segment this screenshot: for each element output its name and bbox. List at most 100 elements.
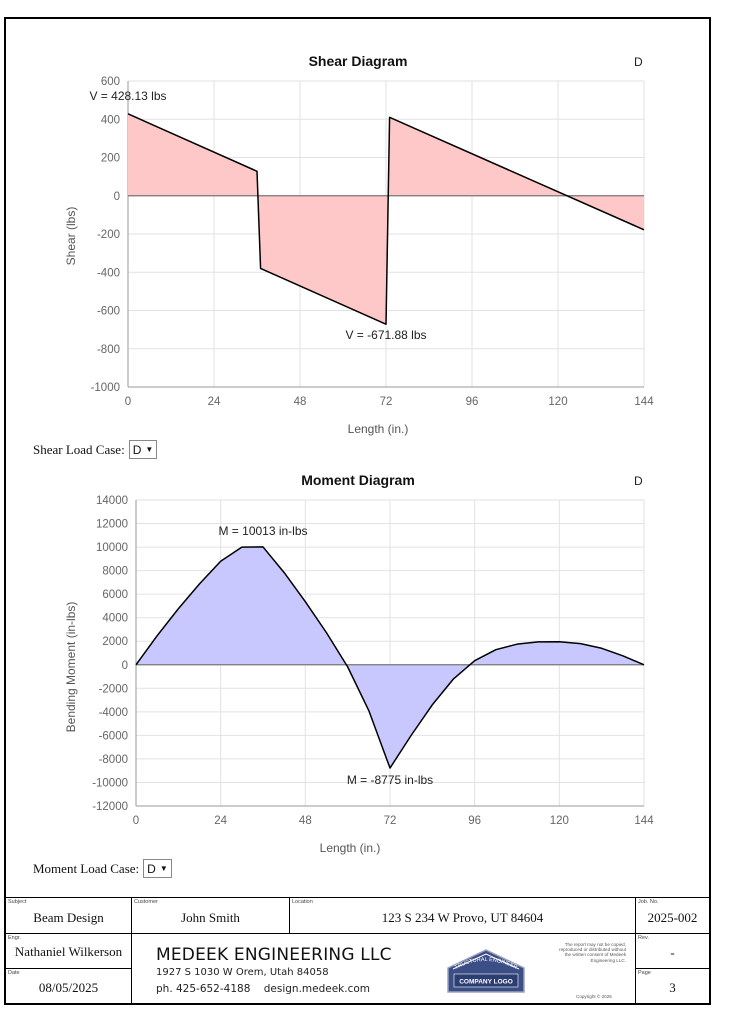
moment-x-tick-label: 120 [550,815,569,827]
moment-y-axis-label: Bending Moment (in-lbs) [64,602,78,733]
revision-cell: Rev. - [636,934,709,969]
moment-x-tick-label: 72 [384,815,397,827]
shear-y-tick-label: -1000 [91,382,120,394]
shear-annotation: V = 428.13 lbs [89,89,166,103]
shear-annotation: V = -671.88 lbs [345,328,426,342]
moment-x-tick-label: 144 [634,815,654,827]
job-number-caption: Job. No. [638,899,659,905]
job-number-value: 2025-002 [647,910,698,925]
shear-chart-title: Shear Diagram [309,53,408,69]
page-caption: Page [638,970,651,976]
page-cell: Page 3 [636,969,709,1004]
company-phone: ph. 425-652-4188 [156,983,251,995]
shear-chart: Shear Diagram D Length (in.) Shear (lbs)… [6,49,709,444]
moment-y-tick-label: 14000 [96,495,128,507]
subject-cell: Subject Beam Design [6,898,132,934]
shear-y-tick-label: 400 [101,114,120,126]
moment-y-tick-label: -12000 [92,801,128,813]
chevron-down-icon: ▼ [145,445,154,454]
moment-chart-title: Moment Diagram [301,472,415,488]
moment-load-case-label: Moment Load Case: [33,860,140,876]
customer-cell: Customer John Smith [132,898,290,934]
company-website[interactable]: design.medeek.com [263,983,371,995]
moment-load-case-select[interactable]: D ▼ [143,859,172,878]
shear-load-case: Shear Load Case: D ▼ [33,440,158,459]
date-value: 08/05/2025 [38,980,99,995]
moment-y-tick-label: -2000 [99,683,128,695]
shear-x-tick-label: 48 [294,396,307,408]
shear-load-case-select[interactable]: D ▼ [128,440,158,459]
chevron-down-icon: ▼ [159,864,168,873]
location-cell: Location 123 S 234 W Provo, UT 84604 [290,898,636,934]
shear-y-tick-label: -200 [97,229,120,241]
date-caption: Date [8,970,20,976]
shear-y-tick-label: 0 [114,191,120,203]
copy-notice: The report may not be copied, reproduced… [559,942,626,963]
shear-x-tick-label: 96 [466,396,479,408]
shear-x-tick-label: 24 [208,396,221,408]
location-value: 123 S 234 W Provo, UT 84604 [381,910,544,925]
customer-caption: Customer [134,899,158,905]
shear-case-tag: D [634,55,643,69]
shear-y-tick-label: -600 [97,306,120,318]
moment-y-tick-label: 10000 [96,542,128,554]
moment-y-tick-label: 4000 [102,613,128,625]
shear-x-axis-label: Length (in.) [348,422,409,436]
moment-series-line [135,546,645,769]
divider [635,934,636,1004]
company-address: 1927 S 1030 W Orem, Utah 84058 [156,967,329,978]
shear-load-case-label: Shear Load Case: [33,441,125,457]
subject-value: Beam Design [33,910,104,925]
shear-x-tick-label: 144 [634,396,654,408]
moment-x-tick-label: 96 [468,815,481,827]
moment-y-tick-label: 8000 [102,566,128,578]
moment-annotation: M = -8775 in-lbs [347,773,433,787]
moment-case-tag: D [634,474,643,488]
date-cell: Date 08/05/2025 [6,969,132,1004]
moment-x-tick-label: 24 [214,815,227,827]
shear-chart-svg: Shear Diagram D Length (in.) Shear (lbs)… [64,53,654,436]
revision-caption: Rev. [638,935,649,941]
shear-x-tick-label: 0 [125,396,131,408]
logo-text: COMPANY LOGO [459,979,513,986]
moment-y-tick-label: -4000 [99,707,128,719]
company-logo: STRUCTURAL ENGINEERS COMPANY LOGO [446,948,525,993]
moment-y-tick-label: 2000 [102,636,128,648]
shear-y-tick-label: -400 [97,267,120,279]
moment-y-tick-label: -6000 [99,730,128,742]
shear-x-tick-label: 72 [380,396,393,408]
shear-y-tick-label: 200 [101,153,120,165]
moment-x-tick-label: 0 [133,815,139,827]
shear-y-tick-label: 600 [101,76,120,88]
moment-y-tick-label: 0 [122,660,128,672]
moment-chart-svg: Moment Diagram D Length (in.) Bending Mo… [64,472,654,855]
moment-y-tick-label: 6000 [102,589,128,601]
moment-x-axis-label: Length (in.) [320,841,381,855]
company-contact: ph. 425-652-4188 design.medeek.com [156,983,380,995]
location-caption: Location [292,899,313,905]
copyright: Copyright © 2025 [576,994,612,999]
company-name: MEDEEK ENGINEERING LLC [156,945,392,965]
moment-annotation: M = 10013 in-lbs [218,524,307,538]
moment-chart: Moment Diagram D Length (in.) Bending Mo… [6,468,709,863]
subject-caption: Subject [8,899,27,905]
shear-area [128,113,644,325]
engineer-cell: Engr. Nathaniel Wilkerson [6,934,132,969]
shear-x-tick-label: 120 [548,396,567,408]
engineer-caption: Engr. [8,935,21,941]
moment-load-case-value: D [147,861,156,876]
moment-y-tick-label: -8000 [99,754,128,766]
customer-value: John Smith [181,910,240,925]
job-number-cell: Job. No. 2025-002 [636,898,709,934]
revision-value: - [670,945,675,960]
shear-y-tick-label: -800 [97,344,120,356]
moment-load-case: Moment Load Case: D ▼ [33,859,172,878]
shear-series-line [127,113,645,325]
shear-y-axis-label: Shear (lbs) [64,207,78,266]
shear-load-case-value: D [132,442,142,457]
report-page: Shear Diagram D Length (in.) Shear (lbs)… [4,17,711,1005]
moment-y-tick-label: 12000 [96,519,128,531]
moment-y-tick-label: -10000 [92,777,128,789]
moment-area [136,546,644,769]
page-value: 3 [669,980,676,995]
